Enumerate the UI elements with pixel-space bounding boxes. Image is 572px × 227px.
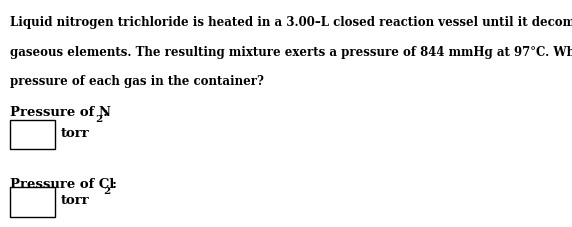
Text: gaseous elements. The resulting mixture exerts a pressure of 844 mmHg at 97°C. W: gaseous elements. The resulting mixture … — [10, 45, 572, 58]
Text: :: : — [103, 106, 108, 118]
Text: :: : — [112, 177, 117, 190]
Text: 2: 2 — [104, 186, 111, 195]
Text: pressure of each gas in the container?: pressure of each gas in the container? — [10, 75, 264, 88]
Bar — [10, 120, 55, 150]
Text: torr: torr — [61, 193, 89, 206]
Bar — [10, 187, 55, 217]
Text: Liquid nitrogen trichloride is heated in a 3.00–L closed reaction vessel until i: Liquid nitrogen trichloride is heated in… — [10, 16, 572, 29]
Text: torr: torr — [61, 126, 89, 139]
Text: 2: 2 — [95, 115, 102, 123]
Text: Pressure of N: Pressure of N — [10, 106, 112, 118]
Text: Pressure of Cl: Pressure of Cl — [10, 177, 114, 190]
